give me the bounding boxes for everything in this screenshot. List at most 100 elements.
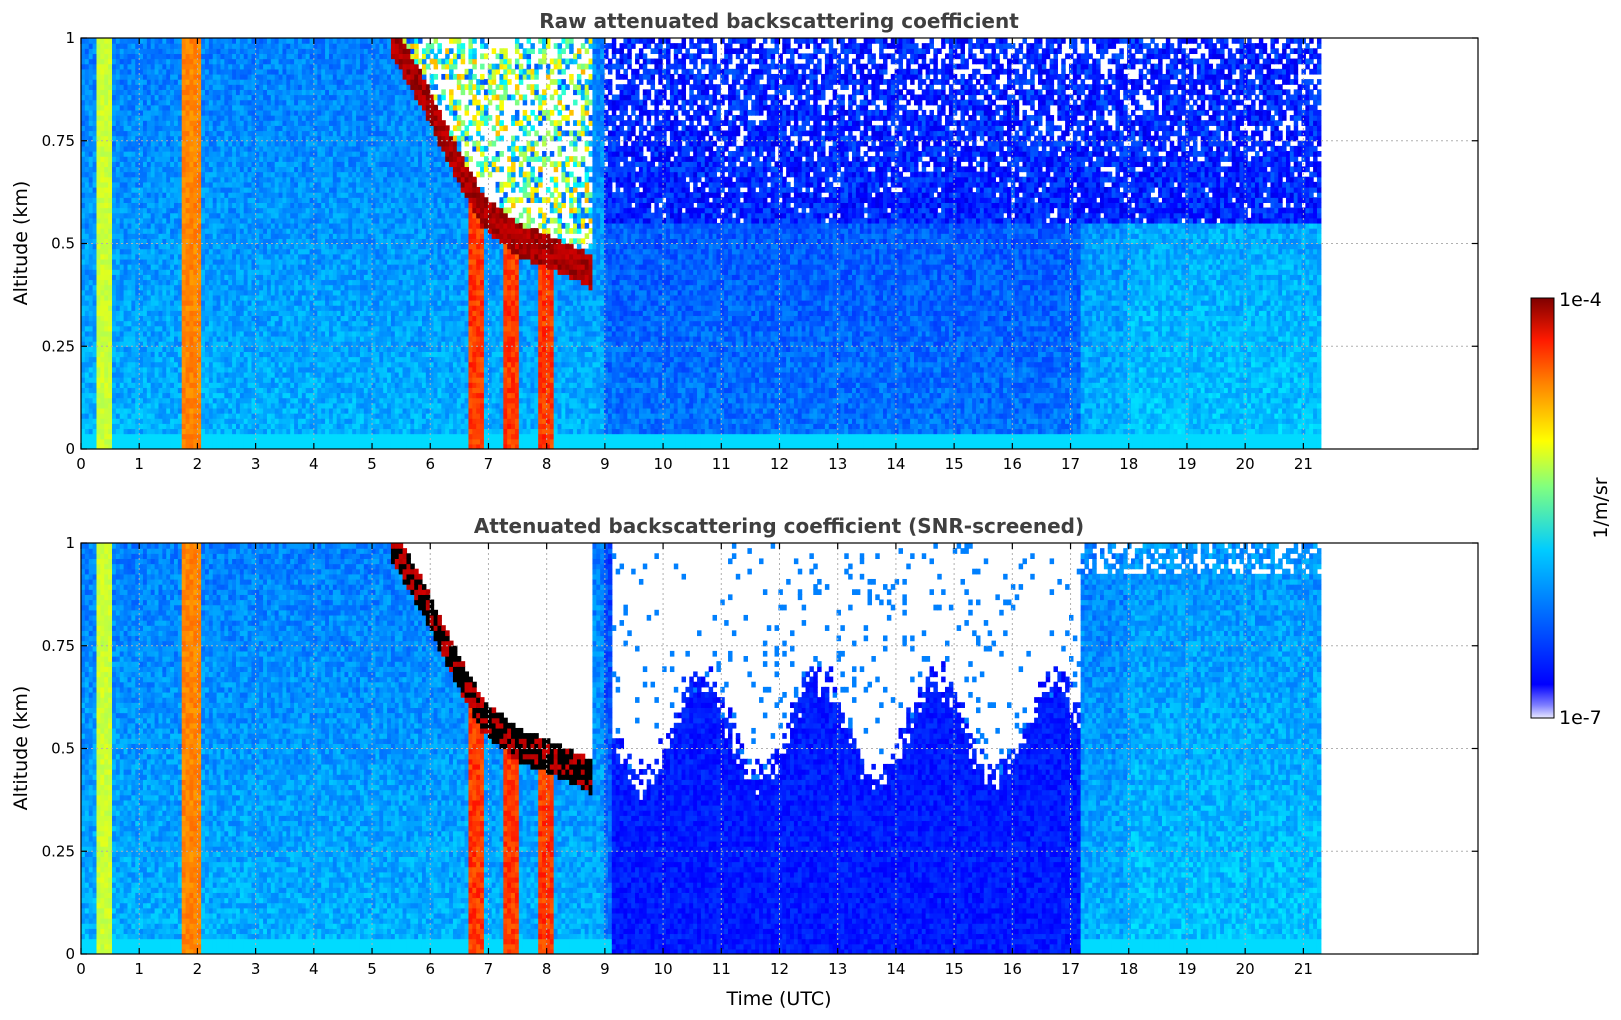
heatmap-cell: [302, 413, 306, 419]
heatmap-cell: [85, 223, 89, 229]
heatmap-cell: [151, 377, 155, 383]
heatmap-cell: [236, 305, 240, 311]
heatmap-cell: [275, 53, 279, 59]
heatmap-cell: [209, 351, 213, 357]
heatmap-cell: [166, 48, 170, 54]
heatmap-cell: [186, 192, 190, 198]
heatmap-cell: [143, 418, 147, 424]
heatmap-cell: [209, 382, 213, 388]
heatmap-cell: [127, 285, 131, 291]
heatmap-cell: [248, 130, 252, 136]
panel-raw: Raw attenuated backscattering coefficien…: [10, 9, 1478, 473]
heatmap-cell: [240, 249, 244, 255]
heatmap-cell: [271, 146, 275, 152]
heatmap-cell: [224, 228, 228, 234]
heatmap-cell: [97, 428, 101, 434]
heatmap-cell: [290, 351, 294, 357]
heatmap-cell: [228, 315, 232, 321]
heatmap-cell: [306, 38, 310, 44]
heatmap-cell: [282, 315, 286, 321]
heatmap-cell: [248, 423, 252, 429]
heatmap-cell: [108, 398, 112, 404]
heatmap-cell: [282, 43, 286, 49]
heatmap-cell: [286, 146, 290, 152]
heatmap-cell: [306, 161, 310, 167]
heatmap-cell: [182, 387, 186, 393]
heatmap-cell: [120, 244, 124, 250]
heatmap-cell: [228, 290, 232, 296]
heatmap-cell: [170, 249, 174, 255]
heatmap-cell: [100, 182, 104, 188]
heatmap-cell: [209, 192, 213, 198]
heatmap-cell: [248, 351, 252, 357]
heatmap-cell: [236, 192, 240, 198]
heatmap-cell: [317, 43, 321, 49]
heatmap-cell: [201, 372, 205, 378]
heatmap-cell: [240, 53, 244, 59]
heatmap-cell: [116, 48, 120, 54]
heatmap-cell: [201, 259, 205, 265]
heatmap-cell: [298, 392, 302, 398]
heatmap-cell: [271, 423, 275, 429]
heatmap-cell: [220, 79, 224, 85]
heatmap-cell: [275, 439, 279, 445]
heatmap-cell: [186, 228, 190, 234]
heatmap-cell: [244, 223, 248, 229]
heatmap-cell: [147, 48, 151, 54]
heatmap-cell: [224, 187, 228, 193]
heatmap-cell: [294, 233, 298, 239]
heatmap-cell: [151, 74, 155, 80]
heatmap-cell: [205, 156, 209, 162]
heatmap-cell: [248, 357, 252, 363]
heatmap-cell: [228, 413, 232, 419]
heatmap-cell: [279, 259, 283, 265]
heatmap-cell: [240, 187, 244, 193]
heatmap-cell: [100, 141, 104, 147]
heatmap-cell: [139, 182, 143, 188]
heatmap-cell: [275, 89, 279, 95]
heatmap-cell: [282, 418, 286, 424]
heatmap-cell: [143, 274, 147, 280]
heatmap-cell: [232, 321, 236, 327]
heatmap-cell: [302, 418, 306, 424]
heatmap-cell: [275, 428, 279, 434]
heatmap-cell: [317, 38, 321, 44]
heatmap-cell: [306, 223, 310, 229]
heatmap-cell: [143, 244, 147, 250]
heatmap-cell: [213, 38, 217, 44]
heatmap-cell: [186, 59, 190, 65]
heatmap-cell: [120, 423, 124, 429]
heatmap-cell: [228, 48, 232, 54]
heatmap-cell: [271, 264, 275, 270]
heatmap-cell: [271, 151, 275, 157]
heatmap-cell: [267, 434, 271, 440]
heatmap-cell: [85, 141, 89, 147]
heatmap-cell: [120, 141, 124, 147]
heatmap-cell: [108, 392, 112, 398]
heatmap-cell: [236, 285, 240, 291]
heatmap-cell: [147, 64, 151, 70]
heatmap-cell: [213, 74, 217, 80]
heatmap-cell: [170, 346, 174, 352]
heatmap-cell: [240, 182, 244, 188]
heatmap-cell: [131, 439, 135, 445]
heatmap-cell: [294, 172, 298, 178]
heatmap-cell: [306, 264, 310, 270]
heatmap-cell: [158, 105, 162, 111]
heatmap-cell: [244, 346, 248, 352]
heatmap-cell: [236, 351, 240, 357]
heatmap-cell: [120, 295, 124, 301]
heatmap-cell: [321, 336, 325, 342]
heatmap-cell: [120, 213, 124, 219]
heatmap-cell: [298, 64, 302, 70]
heatmap-cell: [127, 105, 131, 111]
heatmap-cell: [286, 95, 290, 101]
heatmap-cell: [162, 100, 166, 106]
heatmap-cell: [228, 351, 232, 357]
heatmap-cell: [170, 351, 174, 357]
heatmap-cell: [267, 269, 271, 275]
heatmap-cell: [97, 418, 101, 424]
heatmap-cell: [240, 290, 244, 296]
heatmap-cell: [286, 48, 290, 54]
heatmap-cell: [189, 120, 193, 126]
